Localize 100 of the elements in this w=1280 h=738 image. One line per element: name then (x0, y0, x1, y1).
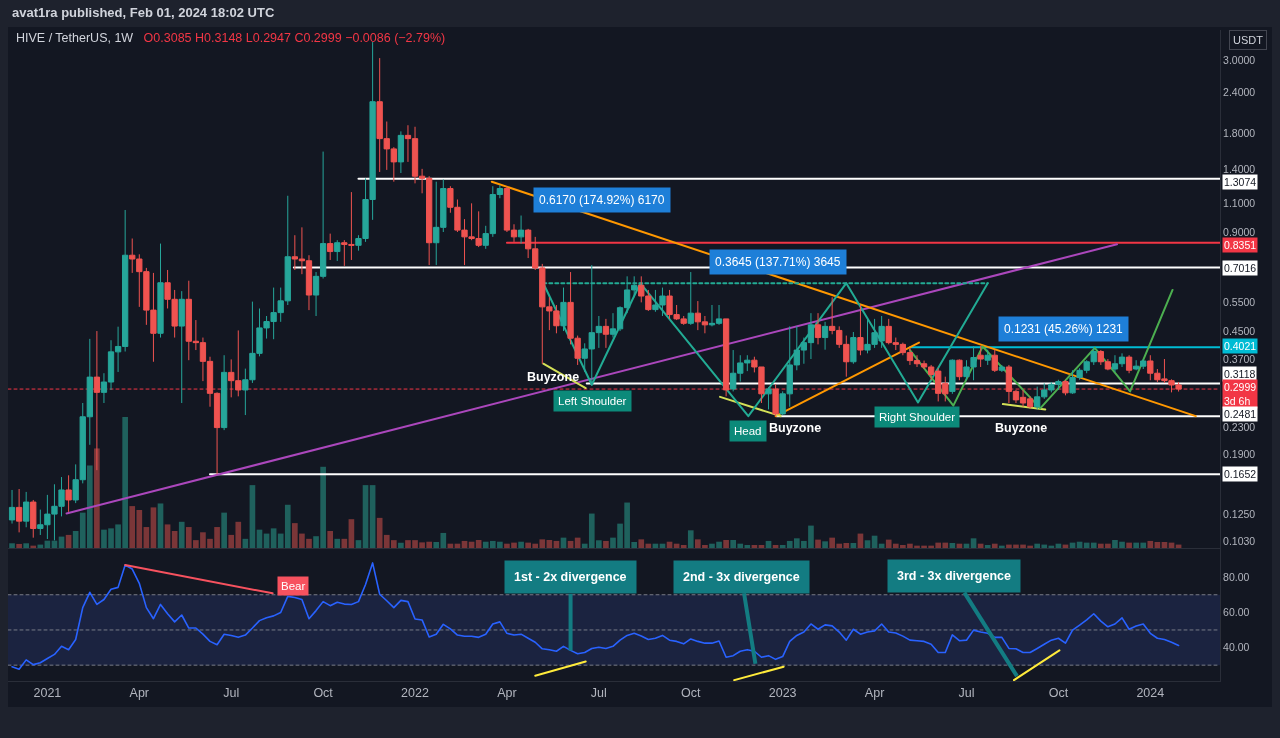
y-tick-label: 0.9000 (1223, 225, 1256, 238)
bar (30, 545, 37, 548)
candlestick (977, 345, 984, 368)
bar (327, 530, 334, 548)
y-tick-label: 2.4000 (1223, 85, 1256, 98)
candlestick (517, 215, 525, 245)
y-tick-label: 0.1900 (1223, 447, 1256, 460)
x-tick-label: Apr (864, 686, 885, 700)
bar (9, 543, 15, 548)
x-tick-label: Oct (313, 686, 334, 700)
y-tick-label: 40.00 (1223, 641, 1250, 654)
y-tick-label: 1.1000 (1223, 197, 1256, 210)
candlestick (602, 318, 610, 349)
line-series (908, 288, 1174, 410)
annotation: Head (734, 425, 762, 437)
candlestick (949, 358, 956, 395)
data-label: 0.4021 (1224, 340, 1257, 352)
bar (178, 521, 185, 548)
annotation: 1st - 2x divergence (514, 570, 627, 584)
annotation: Bear (281, 580, 306, 592)
annotation: 0.1231 (45.26%) 1231 (1004, 322, 1124, 336)
candlestick (15, 488, 23, 533)
line-series (11, 562, 1180, 671)
bar (999, 545, 1005, 548)
candlestick (220, 354, 228, 431)
bar (37, 544, 44, 548)
x-tick-label: Apr (497, 686, 517, 700)
x-tick-label: Jul (590, 686, 607, 700)
bar (94, 448, 100, 548)
x-tick-label: Oct (1048, 686, 1069, 700)
y-tick-label: 3.0000 (1223, 53, 1256, 66)
ref-line-label: 0.2999 3d 6h (1224, 381, 1257, 407)
y-tick-label: 0.4500 (1223, 324, 1256, 337)
bar (221, 512, 227, 548)
x-tick-label: 2024 (1136, 686, 1165, 700)
candlestick (765, 386, 772, 410)
bar (984, 544, 991, 548)
data-label: 0.7016 (1224, 262, 1257, 274)
y-tick-label: 1.8000 (1223, 126, 1256, 139)
y-tick-label: 80.00 (1223, 570, 1250, 583)
candlestick (821, 321, 829, 351)
x-tick-label: 2023 (768, 686, 797, 700)
candlestick (23, 491, 30, 528)
bar (1147, 540, 1154, 548)
bar (687, 530, 694, 548)
candlestick (327, 233, 334, 261)
data-label: 0.1652 (1224, 468, 1257, 480)
bar (970, 538, 977, 548)
bar (1126, 542, 1132, 548)
annotation: Buyzone (995, 421, 1048, 435)
text: avat1ra published, Feb 01, 2024 18:02 UTC (12, 5, 275, 20)
chart-title: HIVE / TetherUS, 1W (16, 31, 134, 46)
annotation: 2nd - 3x divergence (683, 570, 800, 584)
candlestick (984, 349, 991, 366)
candlestick (1062, 379, 1069, 396)
candlestick (397, 130, 405, 174)
y-axis-title: USDT (1233, 34, 1264, 46)
candlestick (722, 318, 730, 397)
candlestick (814, 312, 822, 345)
candlestick (178, 290, 185, 404)
bar (355, 540, 362, 548)
data-label: 0.3118 (1224, 368, 1256, 380)
annotation: Buyzone (769, 421, 822, 435)
candlestick (30, 499, 37, 539)
y-tick-label: 1.4000 (1223, 162, 1256, 175)
candlestick (991, 349, 998, 373)
bar (518, 541, 524, 548)
bar (680, 544, 687, 548)
candlestick (850, 331, 857, 365)
bar (603, 540, 609, 548)
annotation: 0.6170 (174.92%) 6170 (539, 193, 665, 207)
candlestick (157, 243, 164, 339)
x-tick-label: 2021 (33, 686, 62, 700)
bar (822, 541, 828, 548)
annotation: Right Shoulder (879, 411, 956, 423)
bar (23, 543, 30, 548)
bar (723, 540, 729, 548)
y-tick-label: 60.00 (1223, 606, 1250, 619)
candlestick (8, 489, 16, 525)
y-tick-label: 0.1250 (1223, 507, 1256, 520)
bar (164, 524, 171, 548)
candlestick (956, 358, 963, 381)
annotation: 3rd - 3x divergence (897, 569, 1011, 583)
y-tick-label: 0.5500 (1223, 296, 1256, 309)
bar (638, 539, 645, 548)
bar (334, 538, 341, 548)
candlestick (334, 239, 341, 262)
candlestick (1125, 354, 1133, 374)
x-tick-label: Oct (681, 686, 702, 700)
x-tick-label: Jul (958, 686, 975, 700)
candlestick (857, 304, 864, 356)
candlestick (998, 364, 1005, 373)
x-tick-label: Jul (223, 686, 240, 700)
y-tick-label: 0.2300 (1223, 420, 1256, 433)
y-tick-label: 0.1030 (1223, 535, 1256, 548)
data-label: 0.8351 (1224, 239, 1257, 251)
annotation: 0.3645 (137.71%) 3645 (715, 255, 841, 269)
chart-subtitle: O0.3085 H0.3148 L0.2947 C0.2999 −0.0086 (−2.79%) (143, 31, 446, 46)
bar (16, 543, 22, 548)
candlestick (772, 383, 779, 417)
